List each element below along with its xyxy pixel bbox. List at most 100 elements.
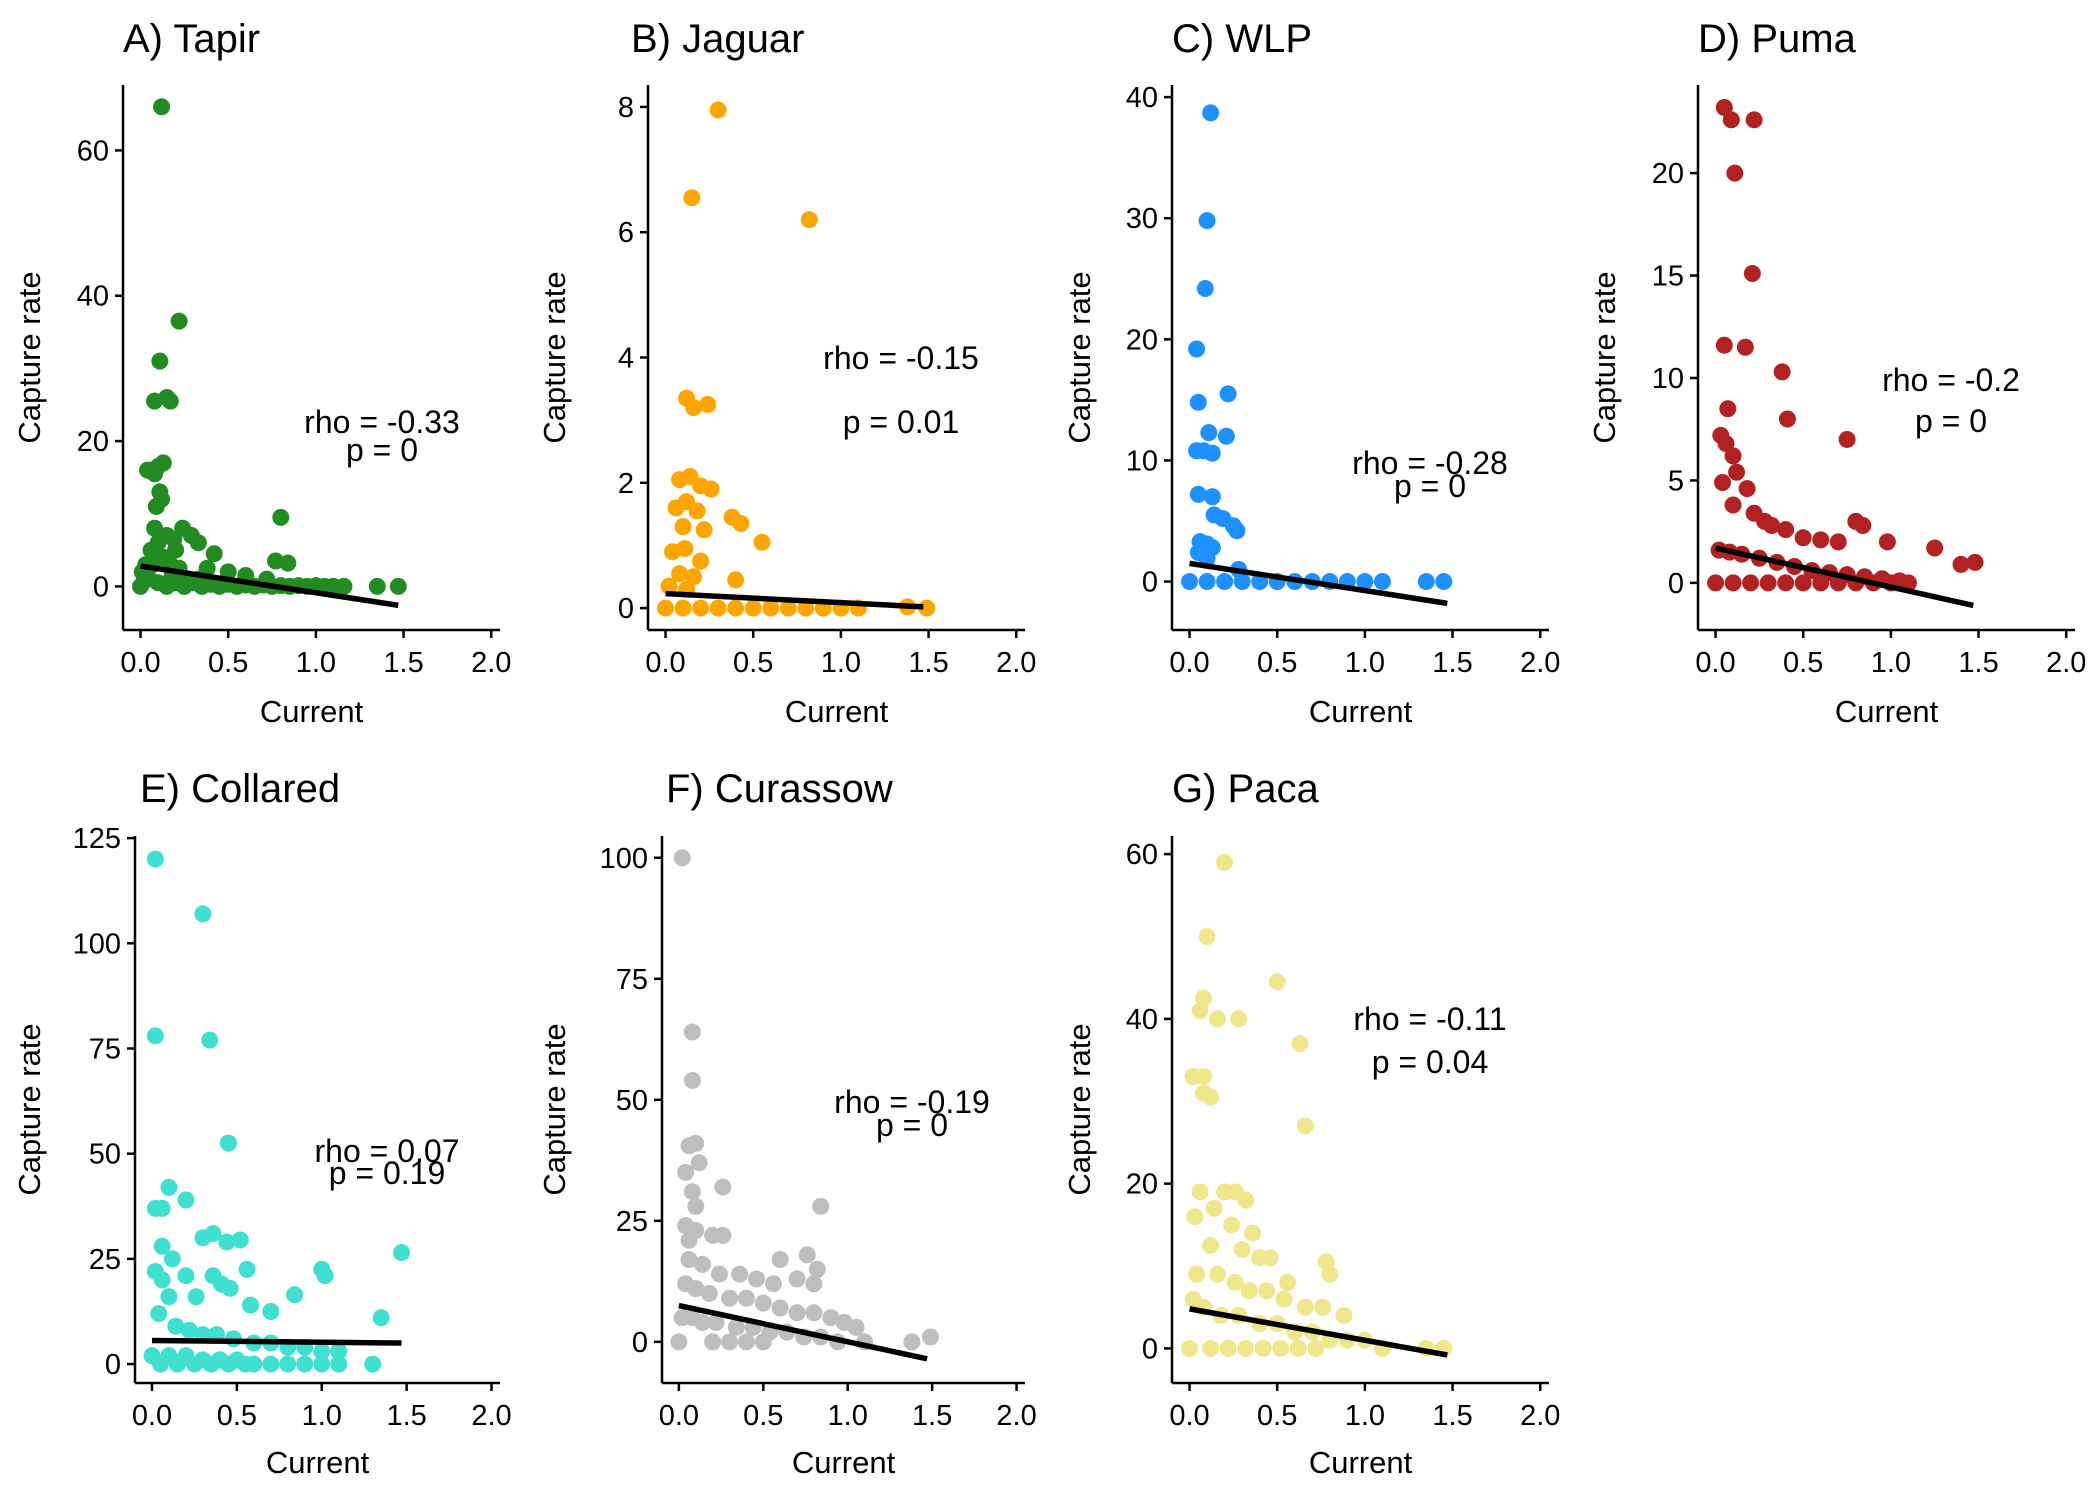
- y-axis-label: Capture rate: [1062, 271, 1097, 443]
- data-point: [1202, 1339, 1220, 1357]
- data-point: [674, 599, 692, 617]
- data-point: [683, 1183, 701, 1201]
- y-tick-label: 40: [1126, 1004, 1158, 1036]
- x-tick-label: 0.5: [733, 647, 773, 679]
- data-point: [1715, 336, 1733, 354]
- data-point: [1778, 410, 1796, 428]
- regression-line: [151, 1337, 402, 1346]
- data-point: [1261, 1249, 1279, 1267]
- data-point: [1233, 1241, 1251, 1259]
- data-point: [160, 1288, 178, 1306]
- data-point: [1188, 1265, 1206, 1283]
- data-point: [727, 599, 745, 617]
- data-point: [692, 599, 710, 617]
- data-point: [279, 554, 297, 572]
- data-point: [737, 1289, 755, 1307]
- p-value-annotation: p = 0.04: [1372, 1044, 1489, 1080]
- panel-title: E) Collared: [140, 767, 340, 811]
- data-point: [146, 1027, 164, 1045]
- rho-annotation: rho = -0.11: [1353, 1001, 1506, 1037]
- data-point: [372, 1309, 390, 1327]
- data-point: [700, 1284, 718, 1302]
- data-point: [1223, 1216, 1241, 1234]
- data-point: [238, 1260, 256, 1278]
- panel-title: D) Puma: [1698, 17, 1857, 61]
- data-point: [1777, 521, 1795, 539]
- y-tick-label: 15: [1652, 261, 1684, 293]
- x-tick-label: 1.5: [386, 1400, 426, 1432]
- data-point: [132, 577, 150, 595]
- data-point: [168, 1355, 186, 1373]
- y-tick-label: 50: [89, 1139, 121, 1171]
- x-tick-label: 0.5: [743, 1400, 783, 1432]
- data-point: [1216, 853, 1234, 871]
- panel-1: A) Tapir 0.0 0.5 1.0 1.5 2.0 0 20 40 60 Current Cap…: [12, 17, 511, 729]
- data-point: [1738, 480, 1756, 498]
- x-tick-label: 0.5: [217, 1400, 257, 1432]
- data-point: [1878, 533, 1896, 551]
- data-point: [1189, 393, 1207, 411]
- x-tick-label: 1.5: [908, 647, 948, 679]
- data-point: [1812, 574, 1830, 592]
- rho-annotation: rho = -0.15: [823, 340, 979, 376]
- y-tick-label: 0: [93, 571, 109, 603]
- x-tick-label: 0.0: [645, 647, 685, 679]
- point-group: [1707, 99, 1984, 592]
- data-point: [1717, 435, 1735, 453]
- data-point: [177, 1191, 195, 1209]
- y-tick-label: 75: [616, 964, 648, 996]
- panel-6: F) Curassow 0.0 0.5 1.0 1.5 2.0 0 25 50 75 100 Curr…: [537, 767, 1037, 1480]
- data-point: [1314, 1298, 1332, 1316]
- data-point: [1200, 424, 1218, 442]
- data-point: [205, 545, 223, 563]
- data-point: [1743, 264, 1761, 282]
- x-tick-label: 1.5: [1432, 1400, 1472, 1432]
- data-point: [695, 521, 713, 539]
- data-point: [1275, 1290, 1293, 1308]
- data-point: [1736, 338, 1754, 356]
- data-point: [335, 577, 353, 595]
- data-point: [1254, 1339, 1272, 1357]
- panel-title: A) Tapir: [123, 17, 260, 61]
- panel-title: B) Jaguar: [631, 17, 804, 61]
- data-point: [660, 577, 678, 595]
- data-point: [262, 1302, 280, 1320]
- data-point: [1202, 1236, 1220, 1254]
- x-tick-label: 1.5: [1432, 647, 1472, 679]
- data-point: [189, 534, 207, 552]
- data-point: [368, 577, 386, 595]
- data-point: [788, 1270, 806, 1288]
- x-tick-label: 2.0: [471, 1400, 511, 1432]
- data-point: [160, 1178, 178, 1196]
- y-tick-label: 0: [1668, 568, 1684, 600]
- data-point: [1237, 1191, 1255, 1209]
- data-point: [330, 1355, 348, 1373]
- x-axis-label: Current: [1309, 694, 1413, 729]
- y-tick-label: 20: [1126, 324, 1158, 356]
- x-tick-label: 1.0: [1345, 1400, 1385, 1432]
- data-point: [153, 98, 171, 116]
- x-axis-label: Current: [785, 694, 889, 729]
- data-point: [744, 599, 762, 617]
- data-point: [732, 515, 750, 533]
- data-point: [1966, 553, 1984, 571]
- data-point: [1829, 533, 1847, 551]
- data-point: [680, 1251, 698, 1269]
- data-point: [709, 101, 727, 119]
- y-tick-label: 60: [1126, 839, 1158, 871]
- x-tick-label: 1.0: [1871, 647, 1911, 679]
- data-point: [1899, 574, 1917, 592]
- data-point: [1854, 517, 1872, 535]
- data-point: [737, 1333, 755, 1351]
- x-tick-label: 0.0: [659, 1400, 699, 1432]
- y-tick-label: 25: [616, 1206, 648, 1238]
- panel-title: F) Curassow: [666, 767, 893, 811]
- data-point: [688, 502, 706, 520]
- data-point: [1707, 574, 1725, 592]
- x-tick-label: 1.0: [828, 1400, 868, 1432]
- regression-line: [678, 1302, 928, 1362]
- data-point: [194, 905, 212, 923]
- data-point: [1188, 340, 1206, 358]
- point-group: [132, 98, 407, 595]
- data-point: [699, 395, 717, 413]
